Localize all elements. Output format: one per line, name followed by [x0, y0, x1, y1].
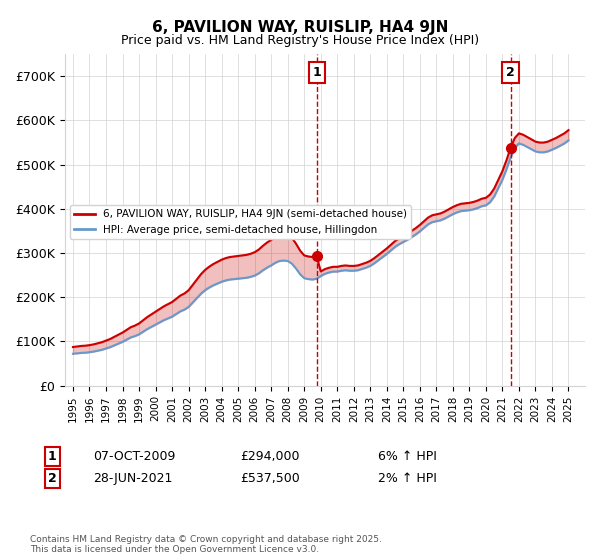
Text: Contains HM Land Registry data © Crown copyright and database right 2025.
This d: Contains HM Land Registry data © Crown c… — [30, 535, 382, 554]
Text: 6% ↑ HPI: 6% ↑ HPI — [378, 450, 437, 463]
Text: £537,500: £537,500 — [240, 472, 300, 486]
Legend: 6, PAVILION WAY, RUISLIP, HA4 9JN (semi-detached house), HPI: Average price, sem: 6, PAVILION WAY, RUISLIP, HA4 9JN (semi-… — [70, 205, 412, 239]
Text: 07-OCT-2009: 07-OCT-2009 — [93, 450, 175, 463]
Text: 2% ↑ HPI: 2% ↑ HPI — [378, 472, 437, 486]
Text: Price paid vs. HM Land Registry's House Price Index (HPI): Price paid vs. HM Land Registry's House … — [121, 34, 479, 46]
Text: 6, PAVILION WAY, RUISLIP, HA4 9JN: 6, PAVILION WAY, RUISLIP, HA4 9JN — [152, 20, 448, 35]
Text: 1: 1 — [313, 66, 322, 79]
Text: 2: 2 — [48, 472, 57, 486]
Text: £294,000: £294,000 — [240, 450, 299, 463]
Text: 2: 2 — [506, 66, 515, 79]
Text: 1: 1 — [48, 450, 57, 463]
Text: 28-JUN-2021: 28-JUN-2021 — [93, 472, 172, 486]
